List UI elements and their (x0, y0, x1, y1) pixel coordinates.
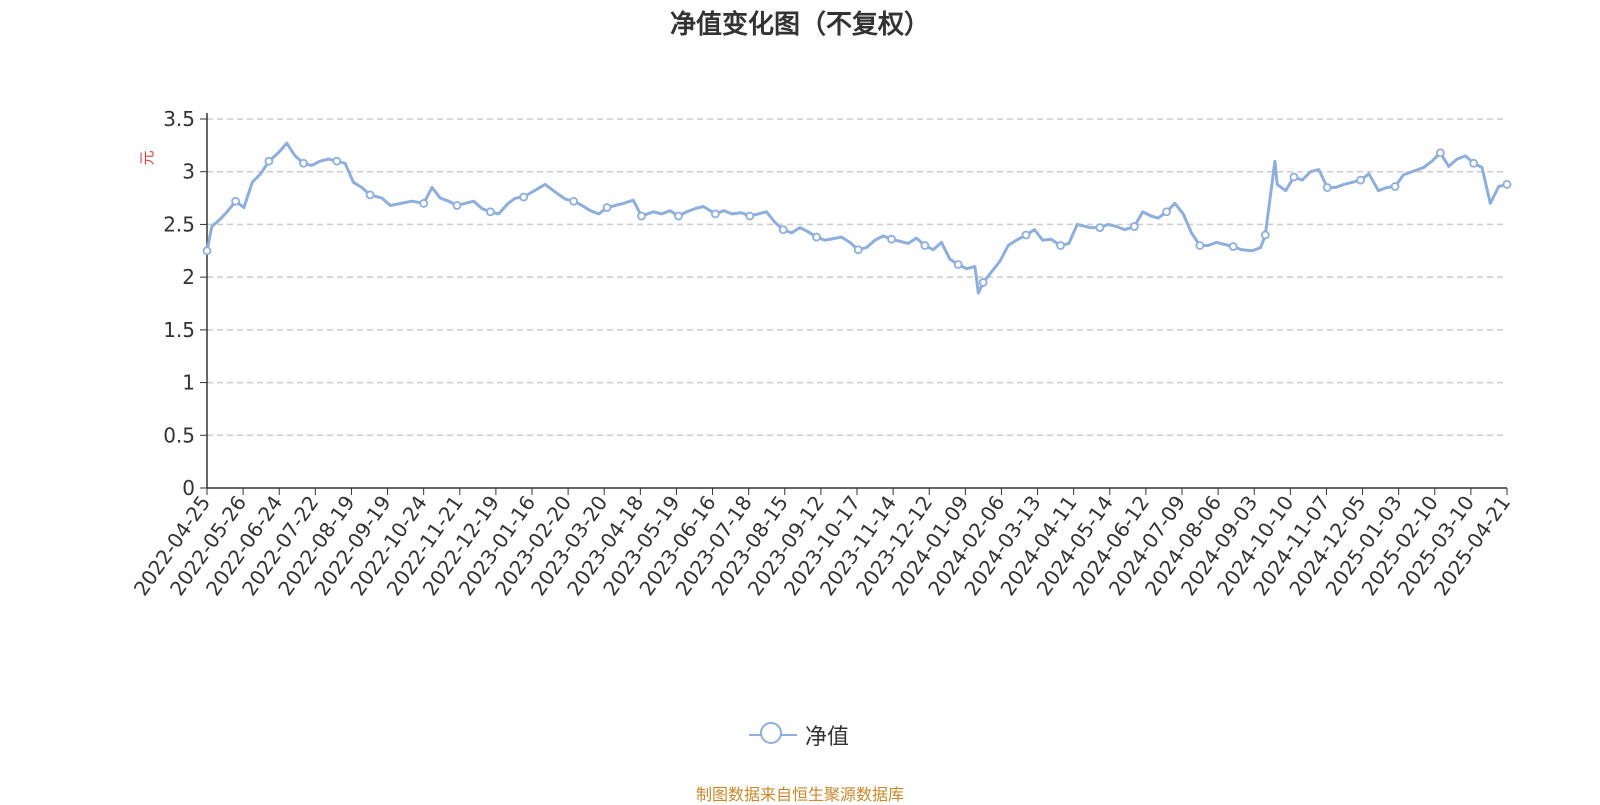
data-point (485, 207, 495, 217)
grid-layer (207, 118, 1507, 437)
data-point (1322, 183, 1332, 192)
chart-title: 净值变化图（不复权） (669, 10, 930, 40)
data-point (710, 209, 720, 219)
data-point (674, 211, 683, 221)
series-layer (202, 141, 1512, 295)
y-tick-label: 1 (182, 371, 195, 395)
source-note: 制图数据来自恒生聚源数据库 (695, 785, 904, 804)
legend-circle-icon (747, 721, 799, 749)
data-point (602, 203, 612, 212)
data-point (1228, 242, 1238, 251)
data-point (231, 196, 240, 206)
data-point (920, 241, 930, 250)
data-point (812, 232, 821, 242)
y-tick-label: 0 (182, 476, 195, 500)
data-point (1021, 230, 1031, 240)
data-point (1195, 241, 1205, 250)
data-point (519, 192, 529, 202)
data-point (365, 190, 375, 200)
data-point (1469, 158, 1479, 168)
data-point (419, 198, 429, 208)
data-point (1129, 222, 1139, 231)
net-value-line (205, 141, 1508, 295)
y-tick-label: 1.5 (163, 318, 195, 342)
data-point (1162, 207, 1171, 217)
data-point (1356, 175, 1365, 185)
data-point (978, 278, 988, 287)
data-point (853, 245, 863, 255)
data-point (332, 156, 342, 166)
data-point (1056, 241, 1065, 250)
axis-layer: 00.511.522.533.52022-04-252022-05-262022… (129, 107, 1515, 600)
data-point (887, 234, 896, 244)
data-point (452, 201, 462, 210)
data-point (264, 156, 274, 166)
data-point (778, 225, 788, 235)
data-point (745, 211, 755, 221)
legend[interactable]: 净值 (747, 720, 849, 750)
data-point (1435, 148, 1445, 158)
data-point (1289, 172, 1299, 182)
y-tick-label: 3.5 (163, 107, 195, 131)
data-point (299, 158, 308, 168)
y-tick-label: 2.5 (163, 212, 195, 236)
y-tick-label: 0.5 (163, 423, 195, 447)
data-point (1095, 223, 1105, 232)
legend-label: 净值 (805, 725, 850, 750)
data-point (953, 260, 963, 269)
y-tick-label: 3 (182, 160, 195, 184)
y-axis-unit-label: 元 (138, 150, 156, 165)
data-point (202, 246, 212, 256)
data-point (569, 196, 579, 206)
data-point (1260, 230, 1270, 240)
data-point (1390, 182, 1400, 191)
data-point (637, 211, 646, 221)
y-tick-label: 2 (182, 265, 195, 289)
data-point (1502, 179, 1512, 189)
